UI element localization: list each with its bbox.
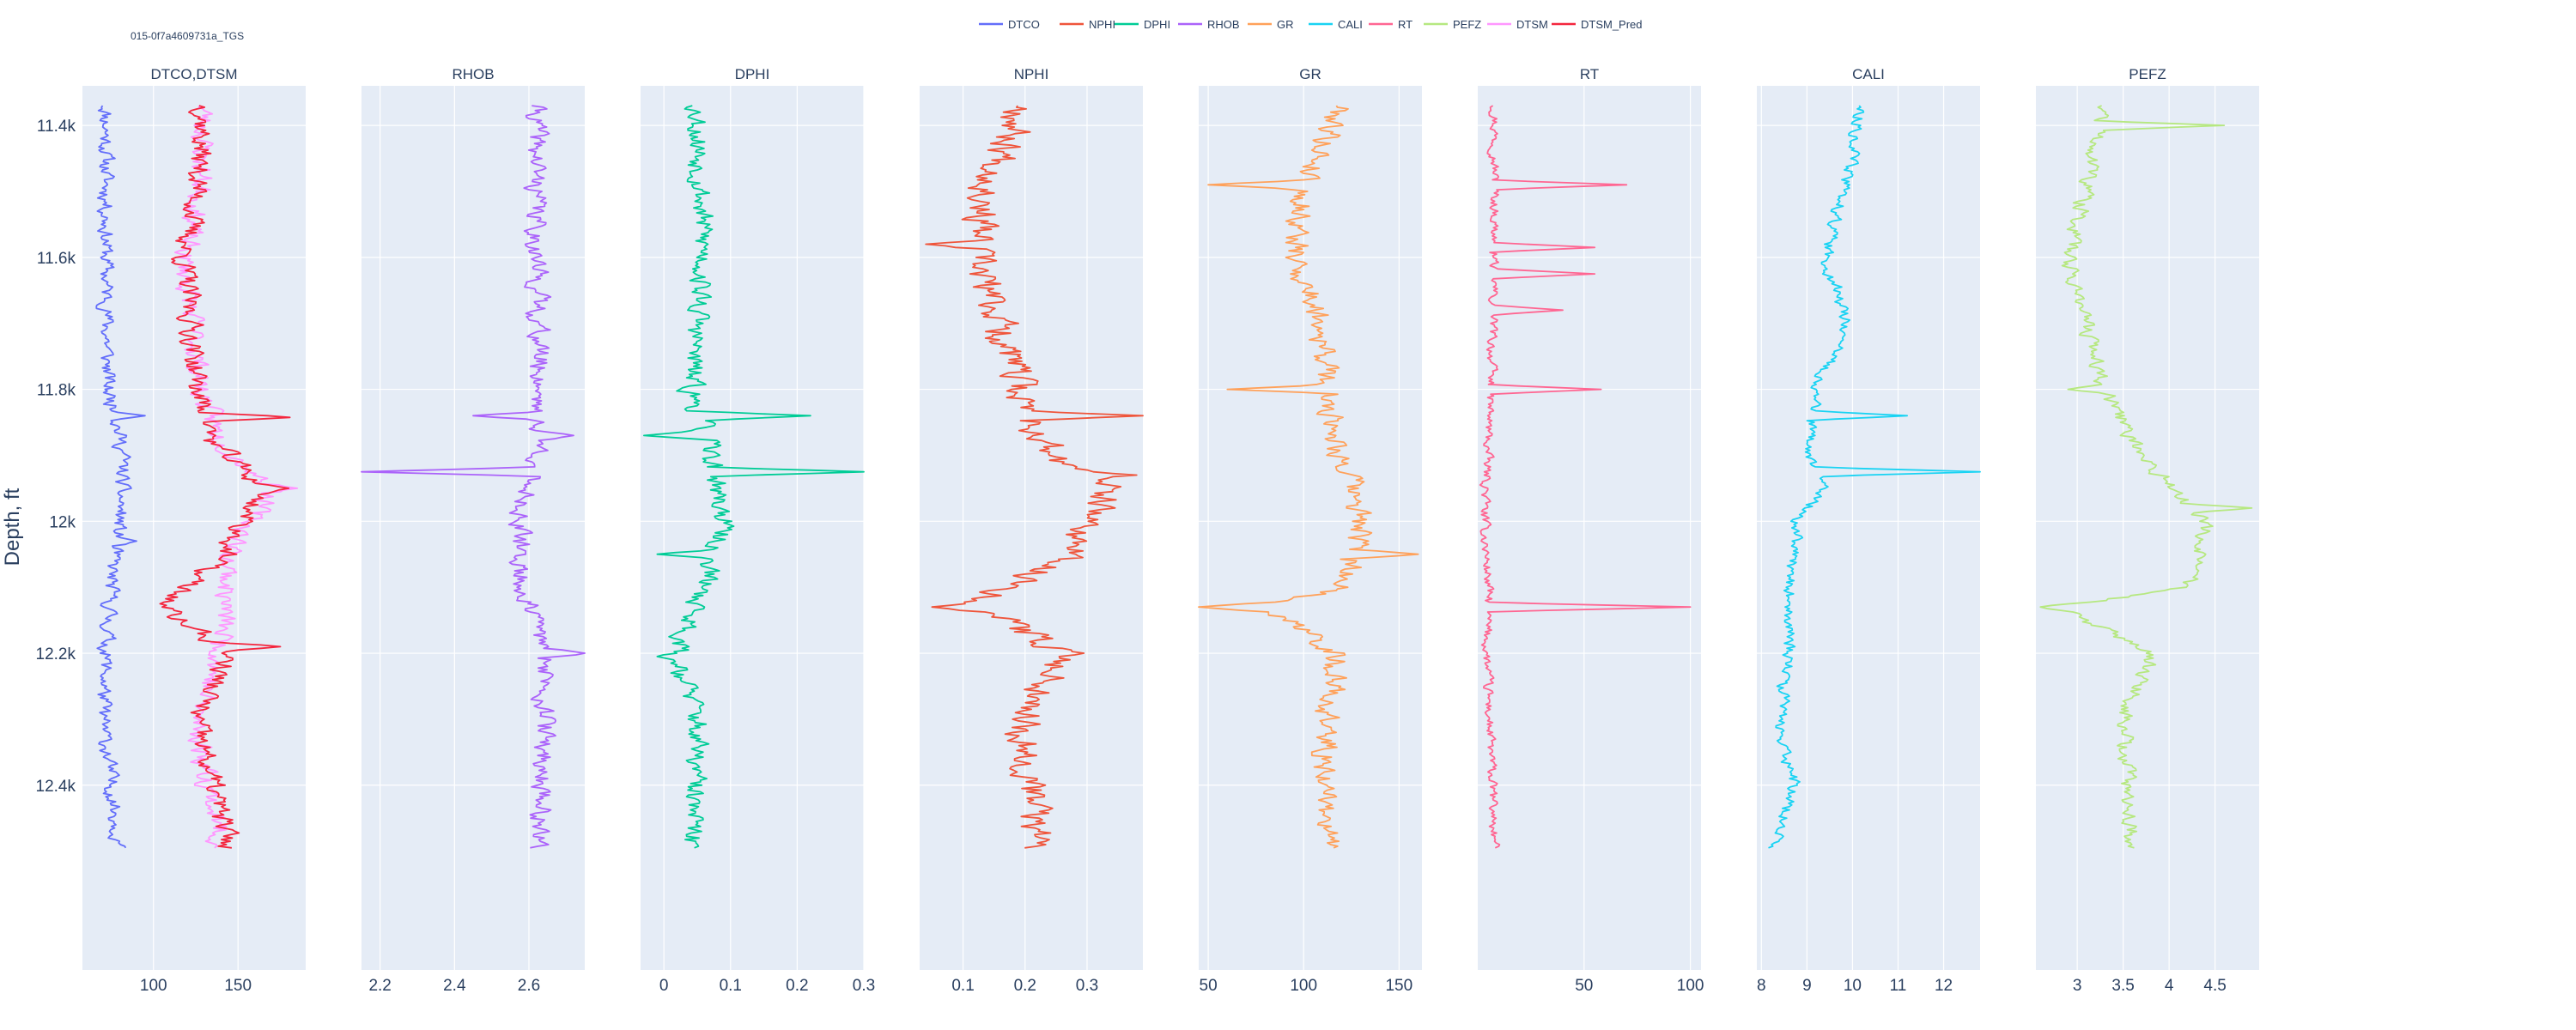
legend-label: NPHI bbox=[1089, 18, 1115, 31]
curve-nphi bbox=[925, 105, 1144, 849]
track-title: DTCO,DTSM bbox=[150, 66, 237, 82]
tracks: 100 150 DTCO,DTSM 2.2 2.4 2.6 RHOB 0 0.1 0.2 0.3 DP… bbox=[82, 66, 2259, 995]
x-tick-label: 10 bbox=[1844, 977, 1862, 995]
legend-item-dphi[interactable]: DPHI bbox=[1115, 18, 1170, 31]
y-tick-label: 12.4k bbox=[36, 778, 76, 796]
track-plot-area bbox=[1757, 86, 1980, 970]
legend-label: DTSM bbox=[1516, 18, 1548, 31]
legend-item-gr[interactable]: GR bbox=[1248, 18, 1294, 31]
track-plot-area bbox=[1199, 86, 1422, 970]
curve-cali bbox=[1768, 105, 1981, 849]
x-tick-label: 3 bbox=[2073, 977, 2082, 995]
x-tick-label: 50 bbox=[1575, 977, 1593, 995]
track-plot-area bbox=[1478, 86, 1701, 970]
x-tick-label: 4 bbox=[2165, 977, 2174, 995]
legend-item-pefz[interactable]: PEFZ bbox=[1424, 18, 1481, 31]
y-tick-label: 11.8k bbox=[37, 382, 76, 400]
x-tick-label: 2.6 bbox=[518, 977, 540, 995]
x-tick-label: 9 bbox=[1802, 977, 1812, 995]
curve-rhob bbox=[361, 105, 586, 849]
curve-dtsm-pred bbox=[159, 105, 291, 849]
x-tick-label: 0.1 bbox=[720, 977, 742, 995]
legend-label: CALI bbox=[1338, 18, 1363, 31]
track-title: DPHI bbox=[735, 66, 770, 82]
x-tick-label: 11 bbox=[1890, 977, 1907, 995]
track-title: CALI bbox=[1852, 66, 1885, 82]
x-tick-label: 150 bbox=[224, 977, 252, 995]
y-tick-label: 12k bbox=[49, 513, 76, 531]
legend-label: GR bbox=[1277, 18, 1294, 31]
x-tick-label: 0 bbox=[659, 977, 669, 995]
track-cali: 8 9 10 11 12 CALI bbox=[1757, 66, 1981, 995]
legend-item-rt[interactable]: RT bbox=[1369, 18, 1413, 31]
x-tick-label: 0.3 bbox=[1076, 977, 1098, 995]
legend-label: RT bbox=[1398, 18, 1413, 31]
track-title: RHOB bbox=[452, 66, 494, 82]
legend-label: DTSM_Pred bbox=[1581, 18, 1643, 31]
track-gr: 50 100 150 GR bbox=[1198, 66, 1422, 995]
track-plot-area bbox=[641, 86, 864, 970]
curve-pefz bbox=[2039, 105, 2253, 849]
well-name: 015-0f7a4609731a_TGS bbox=[131, 30, 244, 42]
track-title: RT bbox=[1580, 66, 1599, 82]
x-tick-label: 8 bbox=[1757, 977, 1766, 995]
curve-dtco bbox=[95, 105, 146, 849]
x-tick-label: 4.5 bbox=[2203, 977, 2226, 995]
track-rhob: 2.2 2.4 2.6 RHOB bbox=[361, 66, 586, 995]
legend-label: DTCO bbox=[1008, 18, 1040, 31]
x-tick-label: 100 bbox=[1677, 977, 1704, 995]
legend-item-dtsm[interactable]: DTSM bbox=[1487, 18, 1548, 31]
legend-label: DPHI bbox=[1144, 18, 1170, 31]
track-plot-area bbox=[2036, 86, 2259, 970]
legend: DTCO NPHI DPHI RHOB GR CALI RT PEFZ DTSM DTSM_Pre… bbox=[979, 18, 1643, 31]
x-tick-label: 100 bbox=[140, 977, 167, 995]
x-tick-label: 0.1 bbox=[951, 977, 974, 995]
track-plot-area bbox=[920, 86, 1143, 970]
track-rt: 50 100 RT bbox=[1478, 66, 1704, 995]
y-tick-label: 11.6k bbox=[37, 250, 76, 268]
x-tick-label: 150 bbox=[1385, 977, 1413, 995]
x-tick-label: 0.3 bbox=[853, 977, 875, 995]
track-nphi: 0.1 0.2 0.3 NPHI bbox=[920, 66, 1144, 995]
legend-item-rhob[interactable]: RHOB bbox=[1178, 18, 1240, 31]
curve-dphi bbox=[643, 105, 865, 849]
y-axis-title: Depth, ft bbox=[1, 488, 24, 566]
x-tick-label: 2.2 bbox=[368, 977, 391, 995]
track-dphi: 0 0.1 0.2 0.3 DPHI bbox=[641, 66, 875, 995]
track-dtco-dtsm: 100 150 DTCO,DTSM bbox=[82, 66, 306, 995]
x-tick-label: 100 bbox=[1290, 977, 1317, 995]
curve-gr bbox=[1198, 105, 1419, 849]
track-title: GR bbox=[1299, 66, 1321, 82]
depth-axis: 11.4k 11.6k 11.8k 12k 12.2k 12.4k bbox=[36, 118, 76, 796]
legend-item-dtsm-pred[interactable]: DTSM_Pred bbox=[1552, 18, 1643, 31]
x-tick-label: 12 bbox=[1935, 977, 1953, 995]
x-tick-label: 0.2 bbox=[786, 977, 808, 995]
x-tick-label: 2.4 bbox=[443, 977, 466, 995]
legend-item-nphi[interactable]: NPHI bbox=[1060, 18, 1115, 31]
legend-label: PEFZ bbox=[1453, 18, 1481, 31]
y-tick-label: 12.2k bbox=[36, 645, 76, 663]
track-title: PEFZ bbox=[2129, 66, 2166, 82]
x-tick-label: 0.2 bbox=[1014, 977, 1036, 995]
legend-item-dtco[interactable]: DTCO bbox=[979, 18, 1040, 31]
x-tick-label: 3.5 bbox=[2111, 977, 2134, 995]
y-tick-label: 11.4k bbox=[37, 118, 76, 136]
curve-rt bbox=[1479, 105, 1692, 849]
legend-label: RHOB bbox=[1207, 18, 1240, 31]
track-pefz: 3 3.5 4 4.5 PEFZ bbox=[2036, 66, 2259, 995]
track-title: NPHI bbox=[1014, 66, 1049, 82]
x-tick-label: 50 bbox=[1200, 977, 1218, 995]
legend-item-cali[interactable]: CALI bbox=[1309, 18, 1363, 31]
track-plot-area bbox=[82, 86, 306, 970]
track-plot-area bbox=[361, 86, 585, 970]
